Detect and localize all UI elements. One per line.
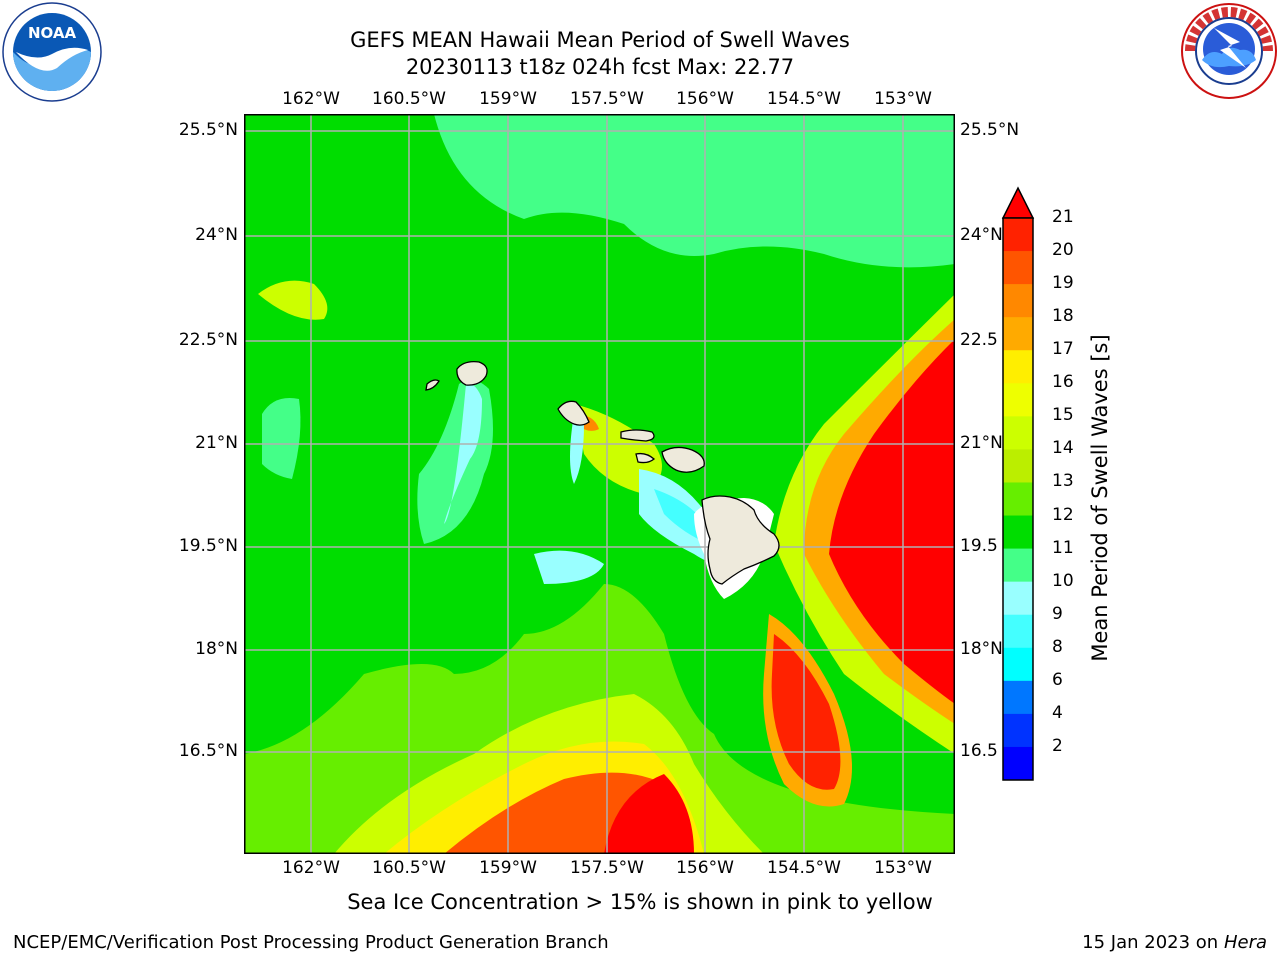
- colorbar: [990, 185, 1110, 785]
- lon-label-bottom: 159°W: [479, 858, 537, 878]
- colorbar-segment: [1003, 482, 1033, 517]
- contour-9-10-channel: [534, 550, 604, 584]
- island-oahu: [557, 400, 590, 426]
- island-maui: [661, 446, 705, 473]
- colorbar-segment: [1003, 218, 1033, 252]
- map-subtitle: 20230113 t18z 024h fcst Max: 22.77: [405, 55, 795, 79]
- lon-label-top: 160.5°W: [372, 89, 446, 109]
- colorbar-tick-label: 2: [1052, 735, 1063, 756]
- colorbar-segment: [1003, 581, 1033, 616]
- lat-label-left: 18°N: [195, 639, 238, 659]
- lon-label-bottom: 154.5°W: [767, 858, 841, 878]
- lat-label-right: 24°N: [960, 225, 1003, 245]
- lon-label-bottom: 162°W: [282, 858, 340, 878]
- lat-label-left: 19.5°N: [178, 536, 238, 556]
- contour-21-east: [829, 339, 955, 704]
- sea-ice-caption: Sea Ice Concentration > 15% is shown in …: [347, 890, 933, 914]
- hawaiian-islands: [425, 361, 780, 585]
- lon-label-top: 157.5°W: [570, 89, 644, 109]
- colorbar-tick-label: 9: [1052, 603, 1063, 624]
- colorbar-segment: [1003, 284, 1033, 318]
- island-hawaii: [701, 495, 780, 585]
- colorbar-segment: [1003, 416, 1033, 450]
- colorbar-tick-label: 18: [1052, 306, 1074, 327]
- colorbar-segment: [1003, 614, 1033, 649]
- colorbar-segment: [1003, 317, 1033, 351]
- colorbar-segment: [1003, 746, 1033, 781]
- lat-label-right: 16.5: [960, 741, 998, 761]
- colorbar-tick-label: 15: [1052, 405, 1074, 426]
- lon-label-bottom: 153°W: [874, 858, 932, 878]
- contour-21-south: [604, 774, 694, 854]
- lat-label-right: 25.5°N: [960, 120, 1020, 140]
- colorbar-tick-label: 12: [1052, 504, 1074, 525]
- lat-label-left: 25.5°N: [178, 120, 238, 140]
- colorbar-tick-label: 6: [1052, 669, 1063, 690]
- lon-label-bottom: 160.5°W: [372, 858, 446, 878]
- lat-label-left: 16.5°N: [178, 741, 238, 761]
- colorbar-tick-label: 19: [1052, 273, 1074, 294]
- lon-label-bottom: 157.5°W: [570, 858, 644, 878]
- lon-label-top: 154.5°W: [767, 89, 841, 109]
- island-kauai: [456, 361, 488, 386]
- lon-label-top: 153°W: [874, 89, 932, 109]
- lat-label-left: 22.5°N: [178, 330, 238, 350]
- contour-10-11-west: [262, 398, 301, 479]
- colorbar-tick-label: 13: [1052, 471, 1074, 492]
- lat-label-left: 21°N: [195, 433, 238, 453]
- colorbar-segment: [1003, 548, 1033, 583]
- colorbar-tick-label: 14: [1052, 438, 1074, 459]
- colorbar-segment: [1003, 647, 1033, 682]
- footer-branch: NCEP/EMC/Verification Post Processing Pr…: [13, 932, 609, 953]
- island-molokai: [620, 429, 655, 442]
- lat-label-right: 21°N: [960, 433, 1003, 453]
- lon-label-bottom: 156°W: [676, 858, 734, 878]
- colorbar-segment: [1003, 449, 1033, 483]
- lon-label-top: 156°W: [676, 89, 734, 109]
- colorbar-segment: [1003, 515, 1033, 550]
- footer-date-text: 15 Jan 2023 on: [1082, 932, 1224, 953]
- colorbar-segment: [1003, 680, 1033, 715]
- lat-label-right: 18°N: [960, 639, 1003, 659]
- contour-9-10-oahu-lee: [570, 410, 584, 484]
- swell-period-map: [244, 114, 955, 854]
- colorbar-tick-label: 11: [1052, 537, 1074, 558]
- colorbar-segment: [1003, 713, 1033, 748]
- colorbar-label: Mean Period of Swell Waves [s]: [1088, 334, 1112, 662]
- map-title: GEFS MEAN Hawaii Mean Period of Swell Wa…: [350, 28, 850, 52]
- colorbar-segment: [1003, 350, 1033, 384]
- colorbar-tick-label: 10: [1052, 570, 1074, 591]
- colorbar-extend-arrow: [1001, 186, 1035, 219]
- colorbar-tick-label: 17: [1052, 339, 1074, 360]
- lon-label-top: 162°W: [282, 89, 340, 109]
- colorbar-tick-label: 8: [1052, 636, 1063, 657]
- contour-9-10-kauai-lee: [444, 383, 482, 524]
- noaa-logo: NOAA: [2, 2, 102, 102]
- lat-label-right: 19.5: [960, 536, 998, 556]
- nws-logo: [1180, 2, 1278, 100]
- lat-label-left: 24°N: [195, 225, 238, 245]
- lon-label-top: 159°W: [479, 89, 537, 109]
- colorbar-segment: [1003, 251, 1033, 285]
- colorbar-tick-label: 20: [1052, 240, 1074, 261]
- island-niihau: [425, 379, 440, 391]
- contour-10-11-northeast: [434, 114, 955, 268]
- footer-host: Hera: [1223, 932, 1267, 953]
- colorbar-tick-label: 4: [1052, 702, 1063, 723]
- island-lanai: [635, 452, 656, 464]
- footer-date: 15 Jan 2023 on Hera: [1082, 932, 1267, 953]
- lat-label-right: 22.5: [960, 330, 998, 350]
- colorbar-segment: [1003, 383, 1033, 417]
- contour-14-15-northwest: [258, 280, 328, 320]
- colorbar-tick-label: 16: [1052, 372, 1074, 393]
- noaa-logo-text: NOAA: [28, 24, 77, 42]
- contour-20-21-southeast: [771, 634, 841, 790]
- colorbar-tick-label: 21: [1052, 207, 1074, 227]
